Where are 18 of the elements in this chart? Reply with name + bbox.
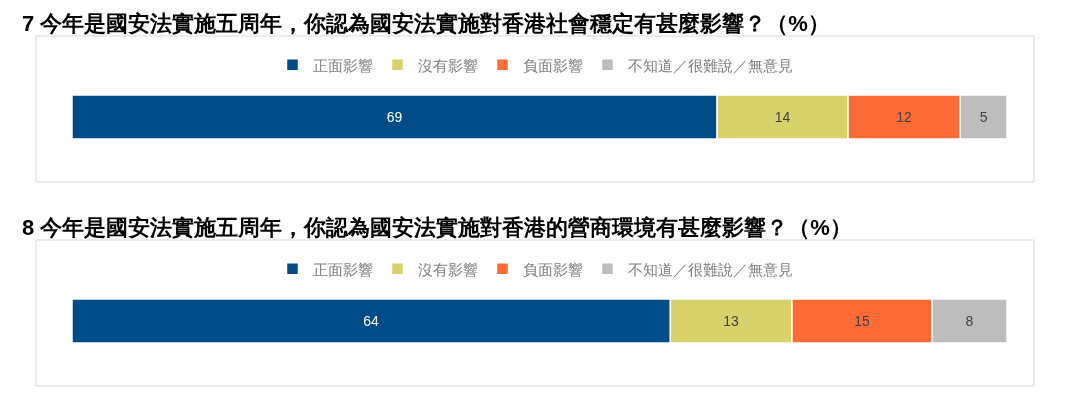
data-label: 14 bbox=[774, 109, 791, 125]
legend-label: 沒有影響 bbox=[417, 260, 478, 278]
data-label: 8 bbox=[965, 313, 974, 329]
chart-title: 8 今年是國安法實施五周年，你認為國安法實施對香港的營商環境有甚麼影響？（%） bbox=[22, 215, 852, 240]
legend-label: 不知道／很難說／無意見 bbox=[627, 56, 793, 74]
legend-label: 沒有影響 bbox=[417, 56, 478, 74]
data-label: 5 bbox=[979, 109, 988, 125]
data-label: 64 bbox=[363, 313, 380, 329]
legend-label: 負面影響 bbox=[522, 56, 583, 74]
data-label: 15 bbox=[854, 313, 870, 329]
legend-label: 不知道／很難說／無意見 bbox=[627, 260, 793, 278]
data-label: 69 bbox=[386, 109, 403, 125]
chart-title: 7 今年是國安法實施五周年，你認為國安法實施對香港社會穩定有甚麼影響？（%） bbox=[22, 11, 830, 36]
data-label: 12 bbox=[896, 109, 913, 125]
legend-label: 負面影響 bbox=[522, 260, 583, 278]
data-label: 13 bbox=[723, 313, 740, 329]
legend-label: 正面影響 bbox=[312, 260, 373, 278]
legend-label: 正面影響 bbox=[312, 56, 373, 74]
